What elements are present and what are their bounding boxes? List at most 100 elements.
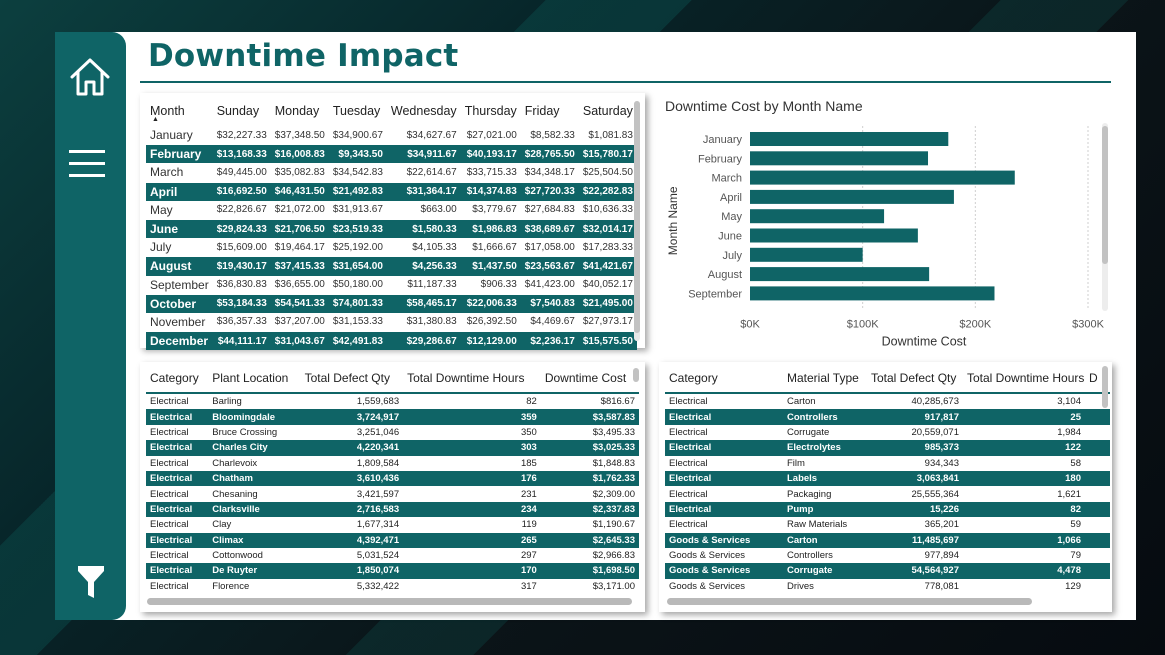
- bar[interactable]: [750, 247, 863, 262]
- table-row[interactable]: Electrical Raw Materials 365,201 59: [665, 517, 1110, 532]
- table-row[interactable]: Electrical Barling 1,559,683 82 $816.67: [146, 391, 639, 410]
- chart-scrollbar[interactable]: [1102, 123, 1108, 311]
- table-row[interactable]: Goods & Services Drives 778,081 129: [665, 579, 1110, 594]
- plant-table-scrollbar[interactable]: [633, 368, 639, 382]
- table-row[interactable]: Electrical Charlevoix 1,809,584 185 $1,848.8…: [146, 456, 639, 471]
- table-row[interactable]: Electrical Electrolytes 985,373 122: [665, 440, 1110, 456]
- plant-table-h-scrollbar[interactable]: [147, 598, 632, 605]
- column-header[interactable]: Month ▲: [146, 96, 213, 126]
- column-header[interactable]: Saturday: [579, 96, 637, 126]
- column-header[interactable]: Thursday: [461, 96, 521, 126]
- table-cell: [1085, 563, 1110, 579]
- table-row[interactable]: June $29,824.33 $21,706.50 $23,519.33 $1,580…: [146, 219, 637, 239]
- table-row[interactable]: September $36,830.83 $36,655.00 $50,180.00 $…: [146, 275, 637, 295]
- home-icon[interactable]: [67, 54, 113, 100]
- column-header[interactable]: D: [1085, 364, 1110, 393]
- column-header[interactable]: Category: [665, 364, 783, 393]
- column-header[interactable]: Downtime Cost: [541, 364, 639, 393]
- column-header-label: Material Type: [787, 371, 859, 385]
- column-header[interactable]: Tuesday: [329, 96, 387, 126]
- table-row[interactable]: Electrical Bloomingdale 3,724,917 359 $3,587…: [146, 409, 639, 425]
- table-row[interactable]: Electrical Bruce Crossing 3,251,046 350 $3,4…: [146, 425, 639, 440]
- column-header[interactable]: Monday: [271, 96, 329, 126]
- table-row[interactable]: Electrical Carton 40,285,673 3,104: [665, 391, 1110, 410]
- month-table-scrollbar[interactable]: [634, 101, 640, 341]
- table-cell: $1,848.83: [592, 457, 635, 469]
- scrollbar-thumb[interactable]: [634, 101, 640, 333]
- bar[interactable]: [750, 189, 954, 204]
- column-header[interactable]: Total Downtime Hours: [403, 364, 541, 393]
- table-row[interactable]: Electrical Packaging 25,555,364 1,621: [665, 486, 1110, 501]
- column-header[interactable]: Plant Location: [208, 364, 300, 393]
- bar[interactable]: [750, 209, 885, 224]
- bar[interactable]: [750, 170, 1015, 185]
- cost-cell: $34,348.17: [520, 163, 579, 183]
- cost-cell: $34,542.83: [328, 163, 387, 183]
- chart-scrollbar-thumb[interactable]: [1102, 126, 1108, 264]
- table-row[interactable]: Electrical Cottonwood 5,031,524 297 $2,966.8…: [146, 548, 639, 563]
- cost-cell: $11,187.33: [386, 275, 461, 295]
- table-row[interactable]: Electrical Controllers 917,817 25: [665, 409, 1110, 425]
- material-table-h-scrollbar[interactable]: [667, 598, 1032, 605]
- column-header[interactable]: Wednesday: [387, 96, 461, 126]
- table-row[interactable]: Goods & Services Carton 11,485,697 1,066: [665, 532, 1110, 548]
- bar[interactable]: [750, 286, 995, 301]
- column-header[interactable]: Total Defect Qty: [301, 364, 404, 393]
- table-cell: [1085, 548, 1110, 563]
- table-row[interactable]: Electrical Labels 3,063,841 180: [665, 470, 1110, 487]
- month-table-panel: Month ▲ Sunday Monday Tuesday Wednesday Thursd…: [140, 93, 645, 351]
- cost-cell: $14,374.83: [460, 182, 521, 201]
- column-header[interactable]: Sunday: [213, 96, 271, 126]
- table-row[interactable]: Electrical Charles City 4,220,341 303 $3,025…: [146, 440, 639, 456]
- column-header-label: Downtime Cost: [544, 371, 627, 385]
- table-cell: 1,559,683: [300, 391, 404, 410]
- column-header[interactable]: Material Type: [783, 364, 867, 393]
- table-row[interactable]: Electrical Corrugate 20,559,071 1,984: [665, 425, 1110, 440]
- material-table-scrollbar[interactable]: [1102, 366, 1108, 408]
- table-row[interactable]: May $22,826.67 $21,072.00 $31,913.67 $663.00…: [146, 200, 637, 220]
- table-cell: Carton: [783, 391, 867, 410]
- table-row[interactable]: December $44,111.17 $31,043.67 $42,491.83 $2…: [146, 331, 637, 351]
- table-row[interactable]: Electrical Climax 4,392,471 265 $2,645.33: [146, 532, 639, 548]
- column-header-label: Thursday: [464, 104, 517, 118]
- table-row[interactable]: March $49,445.00 $35,082.83 $34,542.83 $22,6…: [146, 163, 637, 183]
- table-row[interactable]: January $32,227.33 $37,348.50 $34,900.67 $34…: [146, 126, 637, 146]
- column-header[interactable]: Category: [146, 364, 208, 393]
- table-row[interactable]: Electrical Clay 1,677,314 119 $1,190.67: [146, 517, 639, 532]
- table-row[interactable]: Electrical Chesaning 3,421,597 231 $2,309.00: [146, 486, 639, 501]
- table-row[interactable]: October $53,184.33 $54,541.33 $74,801.33 $58…: [146, 294, 637, 313]
- table-row[interactable]: Electrical Chatham 3,610,436 176 $1,762.33: [146, 470, 639, 487]
- table-row[interactable]: Electrical Clarksville 2,716,583 234 $2,337.…: [146, 501, 639, 518]
- table-row[interactable]: Electrical De Ruyter 1,850,074 170 $1,698.50: [146, 563, 639, 579]
- table-row[interactable]: July $15,609.00 $19,464.17 $25,192.00 $4,105…: [146, 238, 637, 258]
- table-row[interactable]: Goods & Services Corrugate 54,564,927 4,478: [665, 563, 1110, 579]
- sort-arrow-icon[interactable]: ▲: [152, 116, 159, 123]
- bar[interactable]: [750, 228, 918, 243]
- table-cell: 15,226: [867, 501, 963, 518]
- bar[interactable]: [750, 267, 930, 282]
- cost-cell: $31,654.00: [328, 256, 387, 276]
- table-row[interactable]: Electrical Pump 15,226 82: [665, 501, 1110, 518]
- cost-cell: $40,193.17: [460, 144, 521, 164]
- table-row[interactable]: August $19,430.17 $37,415.33 $31,654.00 $4,2…: [146, 256, 637, 276]
- column-header[interactable]: Friday: [521, 96, 579, 126]
- table-row[interactable]: April $16,692.50 $46,431.50 $21,492.83 $31,3…: [146, 182, 637, 201]
- bar[interactable]: [750, 151, 929, 166]
- bar[interactable]: [750, 132, 949, 146]
- y-tick-label: January: [703, 134, 743, 146]
- table-row[interactable]: Electrical Florence 5,332,422 317 $3,171.00: [146, 579, 639, 594]
- table-row[interactable]: November $36,357.33 $37,207.00 $31,153.33 $3…: [146, 312, 637, 333]
- x-tick-label: $0K: [740, 319, 760, 331]
- table-cell: 3,421,597: [356, 488, 400, 500]
- table-row[interactable]: Goods & Services Controllers 977,894 79: [665, 548, 1110, 563]
- table-cell: [1085, 440, 1110, 456]
- column-header[interactable]: Total Defect Qty: [867, 364, 963, 393]
- table-row[interactable]: February $13,168.33 $16,008.83 $9,343.50 $34…: [146, 144, 637, 164]
- table-cell: 20,559,071: [911, 426, 959, 438]
- cost-cell: $27,973.17: [578, 312, 637, 333]
- table-row[interactable]: Electrical Film 934,343 58: [665, 456, 1110, 471]
- column-header[interactable]: Total Downtime Hours: [963, 364, 1085, 393]
- cost-cell: $1,081.83: [578, 126, 637, 146]
- filter-icon[interactable]: [77, 564, 105, 600]
- menu-icon[interactable]: [67, 144, 113, 184]
